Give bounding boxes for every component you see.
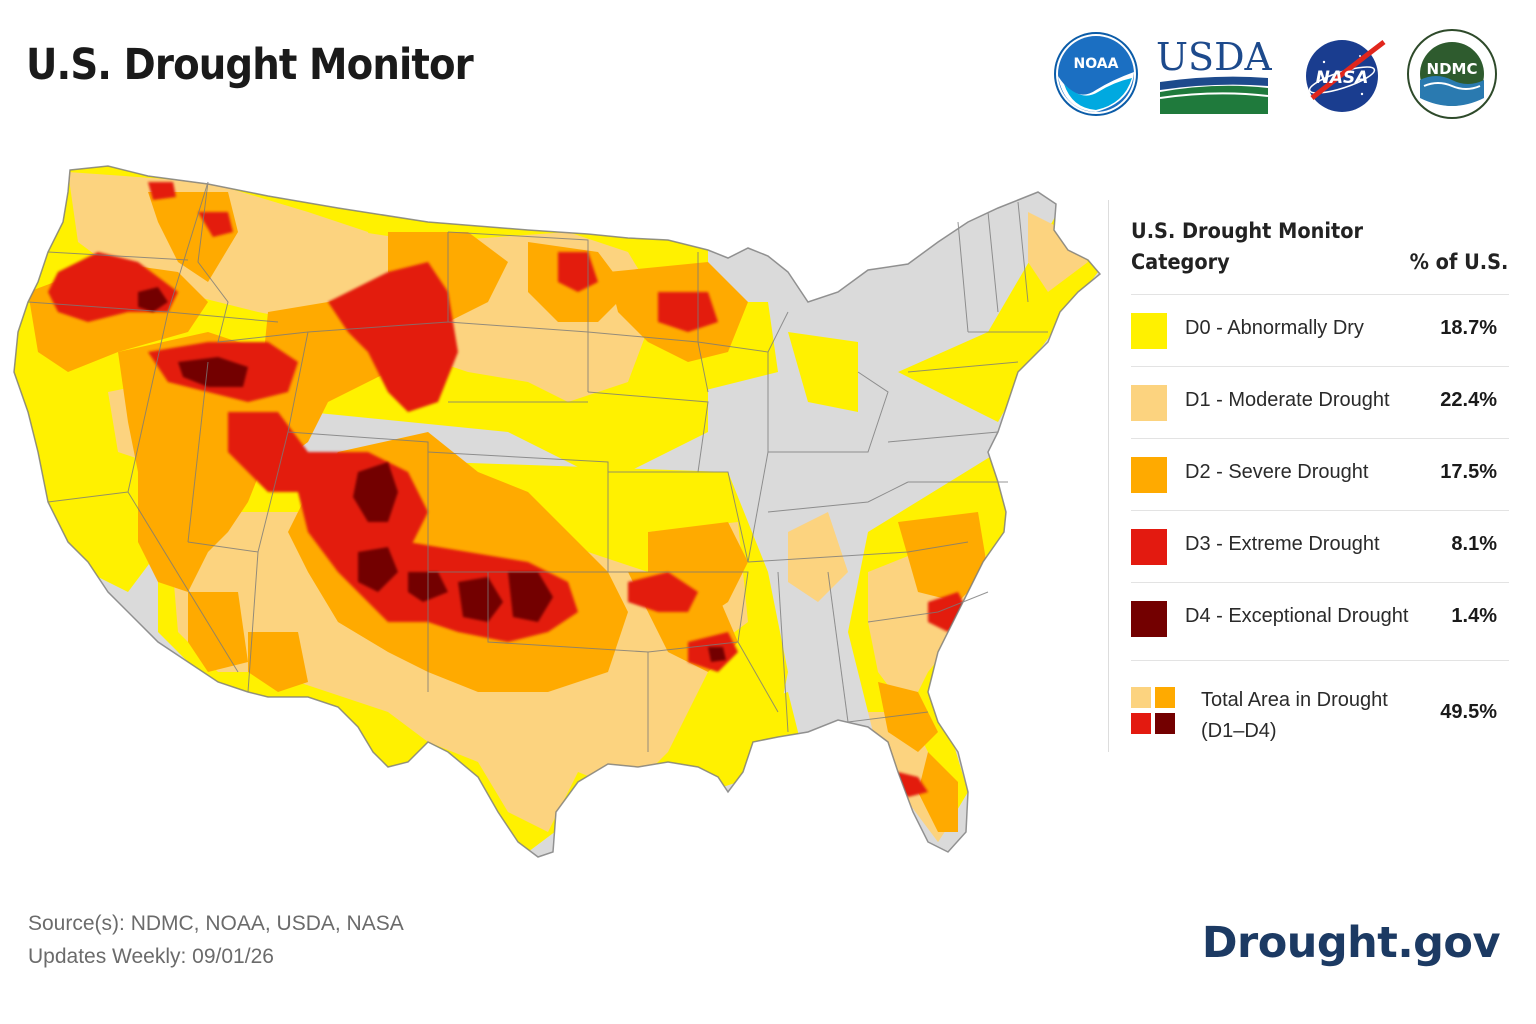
noaa-logo-text: NOAA [1074,56,1119,72]
legend-total-label-line2: (D1–D4) [1201,720,1277,742]
legend-row-d4: D4 - Exceptional Drought 1.4% [1131,582,1509,654]
page-title: U.S. Drought Monitor [26,40,474,90]
legend-panel: U.S. Drought Monitor Category % of U.S. … [1108,200,1518,752]
legend-label-d2: D2 - Severe Drought [1185,461,1369,483]
legend-row-d1: D1 - Moderate Drought 22.4% [1131,366,1509,438]
legend-swatch-d0 [1131,313,1167,349]
legend-swatch-d3 [1131,529,1167,565]
legend-swatch-d2 [1131,457,1167,493]
legend-pct-d4: 1.4% [1451,605,1497,627]
drought-map-svg [13,165,1102,858]
legend-total-swatch [1131,687,1179,739]
usda-logo-text: USDA [1156,35,1272,79]
partner-logos: NOAA USDA NASA NDMC [1050,28,1510,120]
legend-swatch-d4 [1131,601,1167,637]
legend-pct-d3: 8.1% [1451,533,1497,555]
legend-total-label-line1: Total Area in Drought [1201,689,1388,711]
state-borders [13,165,1102,858]
legend-label-d4: D4 - Exceptional Drought [1185,605,1409,627]
usda-logo[interactable]: USDA [1156,34,1272,114]
legend-total-row: Total Area in Drought (D1–D4) 49.5% [1131,660,1509,752]
drought-gov-link[interactable]: Drought.gov [1201,918,1501,968]
legend-label-d3: D3 - Extreme Drought [1185,533,1380,555]
nasa-logo-text: NASA [1316,68,1369,88]
legend-total-pct: 49.5% [1440,701,1497,723]
legend-row-d0: D0 - Abnormally Dry 18.7% [1131,294,1509,366]
source-text: Source(s): NDMC, NOAA, USDA, NASA [28,912,404,935]
d4-area [138,287,726,662]
legend-pct-d1: 22.4% [1440,389,1497,411]
ndmc-logo[interactable]: NDMC [1406,28,1498,120]
drought-map[interactable] [8,152,1108,882]
noaa-logo[interactable]: NOAA [1054,32,1138,116]
legend-heading: U.S. Drought Monitor Category [1131,219,1364,274]
updated-text: Updates Weekly: 09/01/26 [28,945,274,968]
legend-pct-d0: 18.7% [1440,317,1497,339]
drought-layers [14,166,1100,857]
legend-swatch-d1 [1131,385,1167,421]
legend-row-d2: D2 - Severe Drought 17.5% [1131,438,1509,510]
legend-total-label: Total Area in Drought (D1–D4) [1201,685,1421,747]
nasa-logo[interactable]: NASA [1302,34,1386,114]
ndmc-logo-text: NDMC [1427,60,1478,78]
legend-label-d1: D1 - Moderate Drought [1185,389,1390,411]
legend-pct-d2: 17.5% [1440,461,1497,483]
legend-row-d3: D3 - Extreme Drought 8.1% [1131,510,1509,582]
legend-label-d0: D0 - Abnormally Dry [1185,317,1364,339]
legend-pct-heading: % of U.S. [1409,250,1508,274]
